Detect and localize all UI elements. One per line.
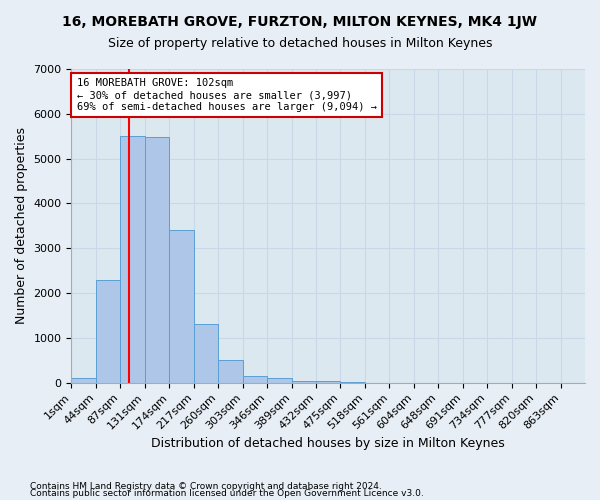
Bar [145, 137, 169, 382]
Text: Contains HM Land Registry data © Crown copyright and database right 2024.: Contains HM Land Registry data © Crown c… [30, 482, 382, 491]
Bar [292, 380, 316, 382]
Bar [71, 378, 96, 382]
Bar [169, 230, 194, 382]
Text: 16, MOREBATH GROVE, FURZTON, MILTON KEYNES, MK4 1JW: 16, MOREBATH GROVE, FURZTON, MILTON KEYN… [62, 15, 538, 29]
Bar [96, 280, 121, 382]
Bar [121, 136, 145, 382]
Y-axis label: Number of detached properties: Number of detached properties [15, 128, 28, 324]
Bar [218, 360, 242, 382]
Bar [267, 378, 292, 382]
Text: Size of property relative to detached houses in Milton Keynes: Size of property relative to detached ho… [108, 38, 492, 51]
Text: 16 MOREBATH GROVE: 102sqm
← 30% of detached houses are smaller (3,997)
69% of se: 16 MOREBATH GROVE: 102sqm ← 30% of detac… [77, 78, 377, 112]
X-axis label: Distribution of detached houses by size in Milton Keynes: Distribution of detached houses by size … [151, 437, 505, 450]
Bar [194, 324, 218, 382]
Text: Contains public sector information licensed under the Open Government Licence v3: Contains public sector information licen… [30, 490, 424, 498]
Bar [242, 376, 267, 382]
